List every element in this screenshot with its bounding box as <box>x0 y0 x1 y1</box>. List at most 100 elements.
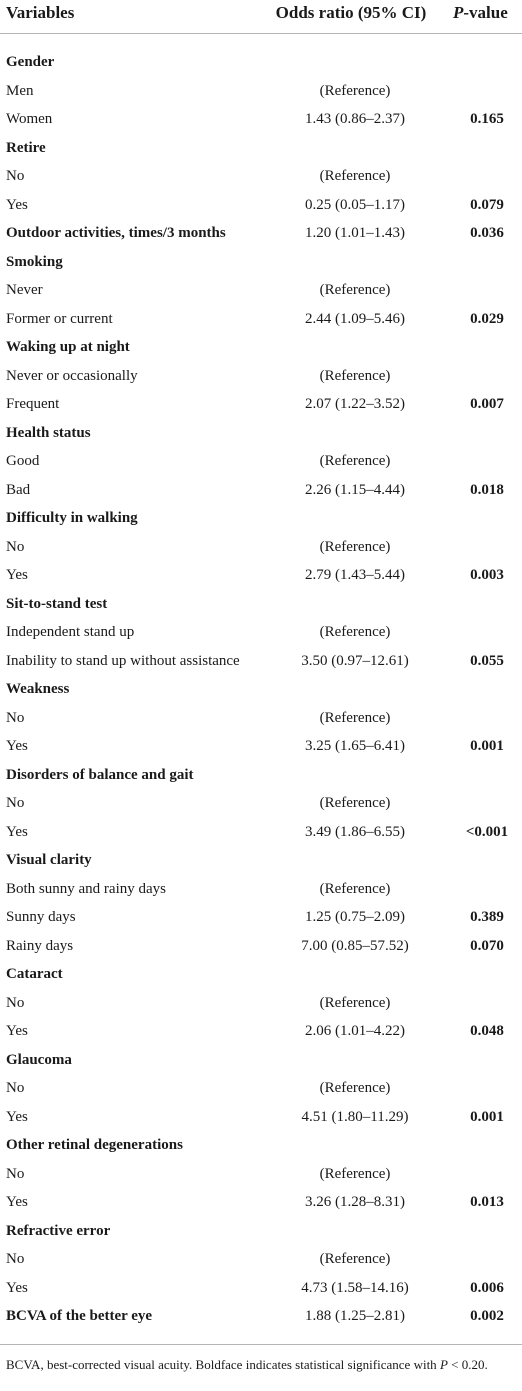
odds-ratio: 2.26 (1.15–4.44) <box>305 481 405 498</box>
variable-level: Never <box>6 282 43 298</box>
header-p: P <box>453 3 464 22</box>
footnote: BCVA, best-corrected visual acuity. Bold… <box>6 1356 518 1374</box>
variable-level: Yes <box>6 738 28 754</box>
variable-level: Former or current <box>6 310 113 327</box>
header-p-value: P-value <box>453 3 508 23</box>
header-value: -value <box>463 3 508 22</box>
p-value: 0.055 <box>470 652 504 669</box>
variable-level: No <box>6 538 25 555</box>
variable-level: Both sunny and rainy days <box>6 880 166 897</box>
variable-heading: BCVA of the better eye <box>6 1308 153 1324</box>
odds-ratio: 1.43 (0.86–2.37) <box>305 111 405 127</box>
variable-heading: Difficulty in walking <box>6 510 138 526</box>
odds-ratio: (Reference) <box>319 538 391 555</box>
odds-ratio: (Reference) <box>319 1165 391 1182</box>
variable-level: No <box>6 1080 25 1096</box>
odds-ratio: (Reference) <box>319 880 391 897</box>
variable-heading: Other retinal degenerations <box>6 1137 183 1153</box>
variable-level: Never or occasionally <box>6 367 138 384</box>
variable-heading: Weakness <box>6 681 70 697</box>
variable-heading: Gender <box>6 54 55 70</box>
bottom-rule <box>0 1344 522 1345</box>
p-value: 0.003 <box>470 567 504 583</box>
odds-ratio: (Reference) <box>319 795 391 811</box>
p-value: 0.029 <box>470 310 504 327</box>
header-variables: Variables <box>6 3 75 22</box>
odds-ratio: 1.20 (1.01–1.43) <box>305 225 405 241</box>
variable-level: Yes <box>6 567 28 583</box>
odds-ratio: 1.88 (1.25–2.81) <box>305 1308 405 1324</box>
variable-heading: Cataract <box>6 966 63 982</box>
variable-level: Yes <box>6 1279 28 1296</box>
variable-level: Yes <box>6 1194 28 1210</box>
footnote-p: P <box>439 1357 448 1372</box>
variable-heading: Smoking <box>6 253 63 270</box>
variable-level: Men <box>6 82 34 99</box>
p-value: 0.006 <box>470 1279 504 1296</box>
p-value: 0.001 <box>470 738 504 754</box>
p-value: 0.389 <box>470 909 504 925</box>
variable-heading: Visual clarity <box>6 852 92 868</box>
odds-ratio: 4.51 (1.80–11.29) <box>301 1108 409 1125</box>
odds-ratio: (Reference) <box>319 168 391 184</box>
odds-ratio: 0.25 (0.05–1.17) <box>305 196 405 213</box>
odds-ratio: (Reference) <box>319 994 391 1011</box>
variable-level: Yes <box>6 196 28 213</box>
footnote-text: < 0.20. <box>451 1357 488 1372</box>
odds-ratio: (Reference) <box>319 709 391 726</box>
odds-ratio: (Reference) <box>319 453 391 469</box>
odds-ratio: 3.26 (1.28–8.31) <box>305 1194 405 1210</box>
p-value: 0.007 <box>470 396 504 412</box>
odds-ratio: (Reference) <box>319 82 391 99</box>
variable-heading: Waking up at night <box>6 339 130 355</box>
header-rule <box>0 33 522 34</box>
p-value: 0.079 <box>470 196 504 213</box>
p-value: 0.002 <box>470 1308 504 1324</box>
odds-ratio: 7.00 (0.85–57.52) <box>301 937 409 954</box>
odds-ratio: 3.25 (1.65–6.41) <box>305 738 405 754</box>
variable-level: Good <box>6 453 40 469</box>
variable-level: No <box>6 994 25 1011</box>
odds-ratio: (Reference) <box>319 367 391 384</box>
variable-level: Yes <box>6 1023 28 1039</box>
variable-heading: Sit-to-stand test <box>6 595 108 612</box>
odds-ratio: 3.50 (0.97–12.61) <box>301 652 409 669</box>
odds-ratio: (Reference) <box>319 282 391 298</box>
odds-ratio: (Reference) <box>319 1080 391 1096</box>
footnote-text: BCVA, best-corrected visual acuity. Bold… <box>6 1357 437 1372</box>
variable-level: No <box>6 168 25 184</box>
variable-level: Women <box>6 111 53 127</box>
variable-level: Bad <box>6 481 31 498</box>
variable-level: Rainy days <box>6 937 74 954</box>
p-value: 0.018 <box>470 481 504 498</box>
variable-level: Inability to stand up without assistance <box>6 652 240 669</box>
variable-level: No <box>6 1251 25 1267</box>
variable-heading: Outdoor activities, times/3 months <box>6 225 226 241</box>
odds-ratio: (Reference) <box>319 1251 391 1267</box>
p-value: 0.048 <box>470 1023 504 1039</box>
p-value: 0.036 <box>470 225 504 241</box>
p-value: <0.001 <box>465 823 509 840</box>
variable-level: Independent stand up <box>6 624 135 640</box>
odds-ratio: 1.25 (0.75–2.09) <box>305 909 405 925</box>
p-value: 0.165 <box>470 111 504 127</box>
variable-level: No <box>6 709 25 726</box>
odds-ratio: 2.06 (1.01–4.22) <box>305 1023 405 1039</box>
odds-ratio: 2.44 (1.09–5.46) <box>305 310 405 327</box>
variable-heading: Disorders of balance and gait <box>6 766 194 783</box>
odds-ratio: 2.07 (1.22–3.52) <box>305 396 405 412</box>
p-value: 0.070 <box>470 937 504 954</box>
variable-level: No <box>6 1165 25 1182</box>
p-value: 0.013 <box>470 1194 504 1210</box>
p-value: 0.001 <box>470 1108 504 1125</box>
variable-level: Frequent <box>6 396 60 412</box>
variable-heading: Refractive error <box>6 1222 111 1239</box>
variable-heading: Glaucoma <box>6 1051 72 1068</box>
odds-ratio: 2.79 (1.43–5.44) <box>305 567 405 583</box>
variable-level: Yes <box>6 1108 28 1125</box>
variable-heading: Health status <box>6 424 91 441</box>
variable-heading: Retire <box>6 139 46 156</box>
odds-ratio: (Reference) <box>319 624 391 640</box>
variable-level: Sunny days <box>6 909 76 925</box>
odds-ratio: 3.49 (1.86–6.55) <box>305 823 405 840</box>
